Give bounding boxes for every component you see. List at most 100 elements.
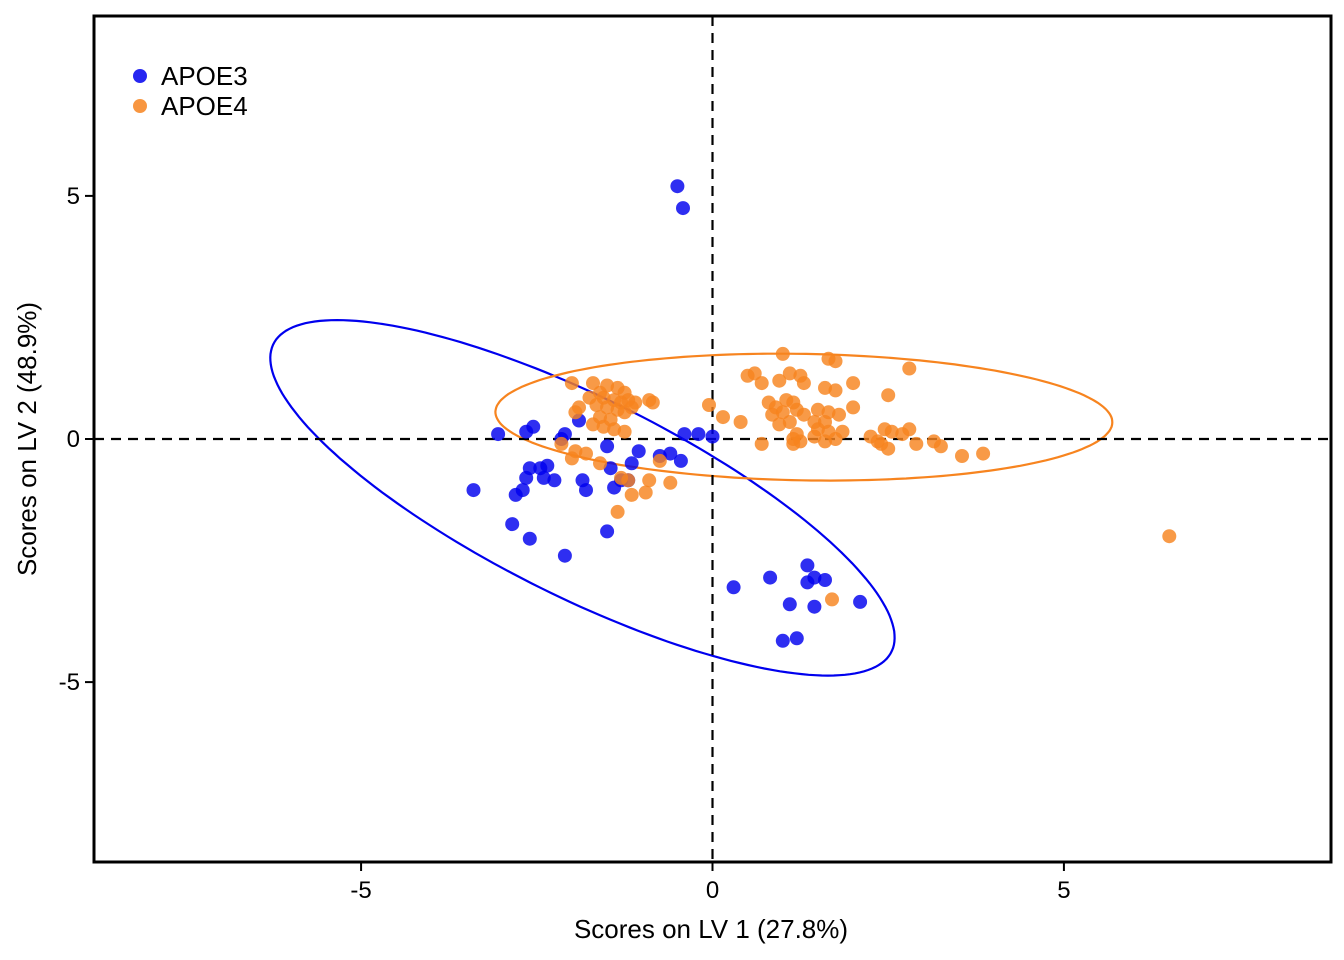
data-point-apoe4 [772,417,787,432]
legend: APOE3 APOE4 [133,61,248,121]
data-point-apoe3 [519,424,534,439]
data-point-apoe3 [663,446,678,461]
data-point-apoe4 [832,407,846,422]
data-point-apoe4 [846,376,861,391]
data-point-apoe4 [976,446,991,461]
data-point-apoe4 [881,388,896,403]
data-point-apoe4 [733,415,748,429]
data-point-apoe4 [810,402,825,417]
data-point-apoe4 [772,373,787,388]
data-point-apoe3 [677,427,692,442]
data-point-apoe3 [600,439,615,454]
data-point-apoe3 [676,201,690,216]
data-point-apoe4 [825,592,839,607]
data-point-apoe4 [754,376,769,391]
ellipses-layer [269,318,1114,677]
data-point-apoe4 [593,456,607,471]
legend-label-apoe3: APOE3 [161,61,248,91]
x-axis-title: Scores on LV 1 (27.8%) [574,914,848,944]
y-axis-ticks: 5 0 -5 [59,183,94,696]
data-point-apoe4 [663,475,678,490]
data-point-apoe4 [782,366,797,381]
data-point-apoe4 [600,400,615,415]
data-point-apoe3 [807,570,822,585]
data-point-apoe4 [624,487,639,502]
x-tick-label: 5 [1057,877,1070,904]
data-point-apoe3 [491,427,506,442]
x-tick-label: -5 [350,877,371,904]
legend-marker-apoe3 [133,69,147,83]
data-point-apoe3 [536,470,551,485]
data-point-apoe4 [828,432,843,446]
data-point-apoe4 [902,361,917,376]
data-point-apoe3 [691,427,706,442]
data-point-apoe3 [519,470,534,485]
data-point-apoe4 [775,405,790,420]
data-point-apoe4 [610,504,625,519]
data-point-apoe3 [782,597,797,612]
data-point-apoe3 [466,483,481,498]
data-point-apoe4 [828,383,843,398]
data-point-apoe3 [603,461,618,476]
data-point-apoe4 [933,439,948,454]
y-tick-label: 0 [67,426,80,453]
points-layer [466,179,1177,648]
data-point-apoe3 [853,594,868,609]
data-point-apoe3 [800,558,815,573]
data-point-apoe4 [818,380,832,395]
data-point-apoe4 [884,424,899,439]
data-point-apoe3 [505,517,520,532]
data-point-apoe4 [807,429,822,444]
data-point-apoe4 [586,417,600,432]
data-point-apoe4 [786,436,801,451]
data-point-apoe3 [508,487,523,502]
data-point-apoe3 [624,456,639,471]
data-point-apoe4 [796,376,811,391]
data-point-apoe3 [807,599,822,614]
legend-label-apoe4: APOE4 [161,91,248,121]
data-point-apoe4 [621,473,636,488]
data-point-apoe4 [645,395,660,410]
data-point-apoe3 [631,444,646,459]
y-axis-title: Scores on LV 2 (48.9%) [12,302,42,576]
data-point-apoe4 [796,407,811,422]
data-point-apoe3 [607,480,622,495]
x-axis-ticks: -5 0 5 [350,862,1071,904]
data-point-apoe4 [955,449,969,463]
data-point-apoe4 [568,405,583,420]
data-point-apoe4 [782,415,797,429]
data-point-apoe3 [775,633,790,648]
data-point-apoe4 [652,453,667,468]
data-point-apoe4 [828,354,843,369]
data-point-apoe3 [579,483,593,498]
data-point-apoe4 [909,436,924,451]
data-point-apoe3 [673,453,688,468]
x-tick-label: 0 [706,877,719,904]
data-point-apoe3 [789,631,804,646]
data-point-apoe4 [702,398,716,412]
data-point-apoe4 [754,436,769,451]
data-point-apoe3 [670,179,685,194]
data-point-apoe3 [818,573,832,587]
legend-marker-apoe4 [133,99,147,113]
data-point-apoe4 [579,446,593,461]
data-point-apoe3 [763,570,778,585]
data-point-apoe4 [747,366,762,381]
data-point-apoe4 [765,407,780,422]
data-point-apoe4 [638,485,653,500]
data-point-apoe4 [624,400,639,415]
data-point-apoe4 [607,422,622,437]
data-point-apoe3 [726,580,741,595]
data-point-apoe4 [716,410,730,425]
data-point-apoe4 [586,376,600,391]
data-point-apoe4 [564,451,579,466]
y-tick-label: -5 [59,669,80,696]
data-point-apoe4 [1162,529,1177,544]
data-point-apoe3 [557,548,572,563]
y-tick-label: 5 [67,183,80,210]
data-point-apoe4 [818,434,832,449]
data-point-apoe3 [600,524,615,539]
data-point-apoe4 [617,424,632,439]
data-point-apoe3 [705,429,720,444]
